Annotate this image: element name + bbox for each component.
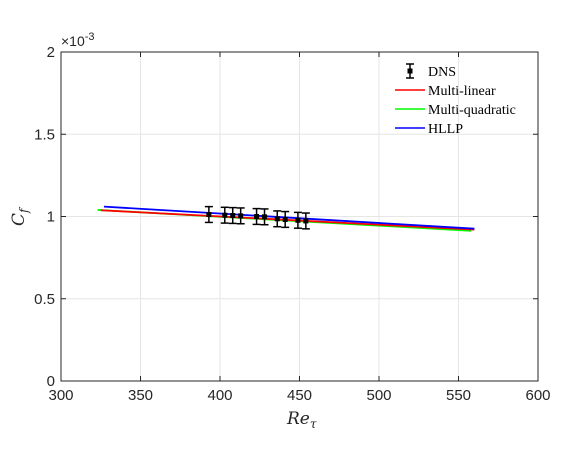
- dns-point: [228, 206, 237, 225]
- legend-label-dns: DNS: [428, 65, 456, 80]
- dns-point: [204, 205, 213, 224]
- dns-point: [273, 210, 282, 228]
- x-tick-label: 400: [207, 387, 232, 404]
- legend-label-hllp: HLLP: [428, 122, 463, 137]
- x-axis-label: Reτ: [286, 409, 317, 431]
- dns-point: [236, 207, 245, 225]
- x-tick-label: 600: [525, 387, 550, 404]
- y-tick-label: 0: [47, 373, 55, 390]
- y-tick-label: 2: [47, 44, 55, 61]
- legend-label-multi-quadratic: Multi-quadratic: [428, 103, 516, 118]
- legend-entry-dns: DNS: [406, 63, 456, 80]
- dns-point: [301, 212, 310, 230]
- series-line-hllp: [103, 205, 475, 230]
- x-tick-label: 500: [366, 387, 391, 404]
- x-tick-label: 550: [446, 387, 471, 404]
- legend-label-multi-linear: Multi-linear: [428, 84, 496, 99]
- series-layer: [97, 205, 475, 232]
- y-axis-label: Cf: [9, 206, 31, 226]
- legend-entry-multi-linear: Multi-linear: [395, 84, 496, 99]
- ticks: 300 350 400 450 500 550 600 0 0.5 1 1.5 2: [34, 44, 550, 404]
- legend-entry-hllp: HLLP: [395, 122, 463, 137]
- y-tick-label: 1: [47, 209, 55, 226]
- y-multiplier: ×10-3: [61, 31, 95, 49]
- legend-entry-multi-quadratic: Multi-quadratic: [395, 103, 516, 118]
- legend: DNS Multi-linear Multi-quadratic HLLP: [395, 63, 516, 137]
- dns-point: [281, 210, 290, 229]
- y-tick-label: 1.5: [34, 126, 55, 143]
- x-tick-label: 350: [128, 387, 153, 404]
- dns-point: [252, 207, 261, 226]
- x-tick-label: 450: [287, 387, 312, 404]
- dns-point: [220, 206, 229, 224]
- dns-point: [260, 208, 269, 226]
- x-tick-label: 300: [48, 387, 73, 404]
- dns-point: [293, 211, 302, 229]
- y-tick-label: 0.5: [34, 291, 55, 308]
